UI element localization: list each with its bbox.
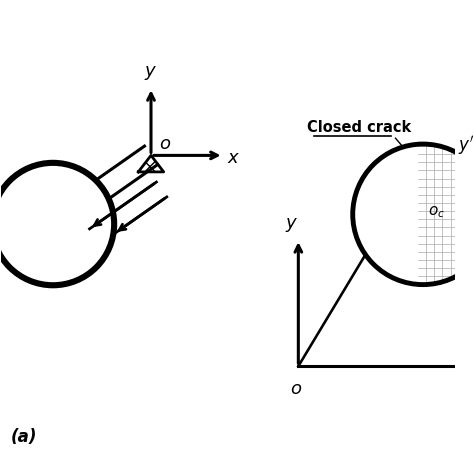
Circle shape — [353, 144, 474, 284]
Circle shape — [0, 165, 112, 283]
Text: $y'$: $y'$ — [458, 134, 474, 157]
Text: $o$: $o$ — [290, 380, 302, 398]
Text: Closed crack: Closed crack — [308, 120, 411, 135]
Text: $y$: $y$ — [285, 216, 298, 234]
Text: (a): (a) — [10, 428, 37, 446]
Text: $x$: $x$ — [227, 149, 240, 167]
Text: $y$: $y$ — [145, 64, 158, 82]
Text: $o_c$: $o_c$ — [428, 204, 445, 220]
Text: $o$: $o$ — [159, 135, 171, 153]
